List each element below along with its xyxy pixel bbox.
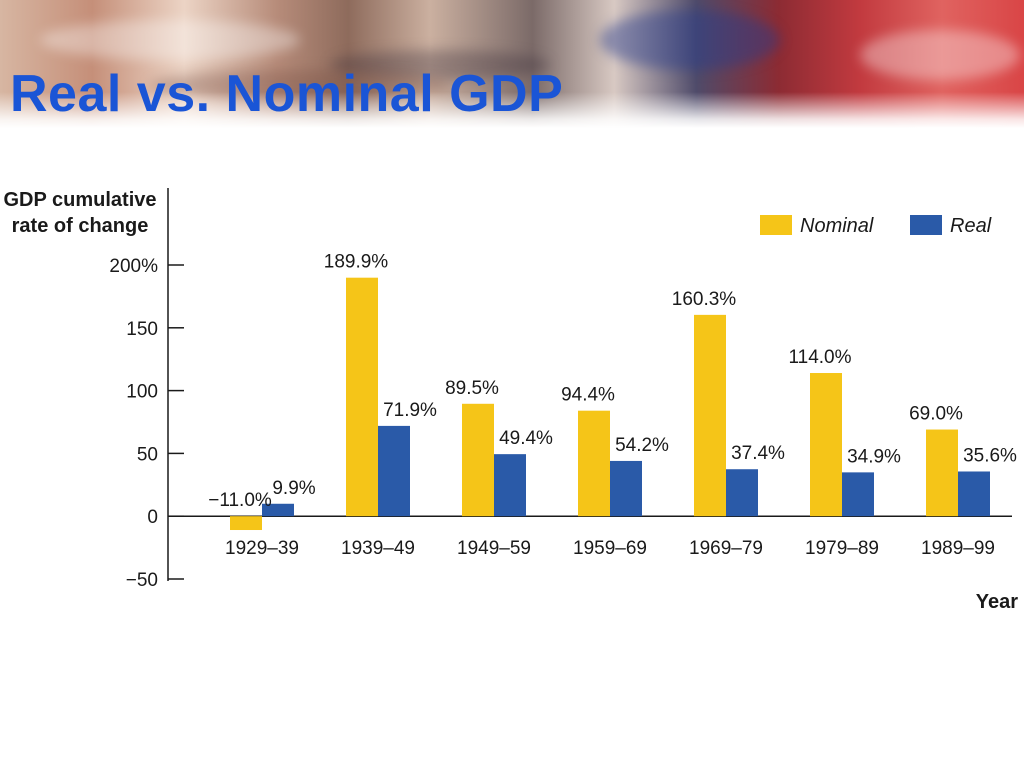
legend-label-nominal: Nominal <box>800 215 874 237</box>
nominal-bar-1939–49 <box>346 277 378 517</box>
y-tick-label: −50 <box>126 570 158 591</box>
nominal-label-1939–49: 189.9% <box>324 252 389 273</box>
y-axis-title: GDP cumulative rate of change <box>3 189 156 237</box>
nominal-label-1949–59: 89.5% <box>445 378 499 399</box>
category-label: 1959–69 <box>573 538 647 559</box>
category-label: 1939–49 <box>341 538 415 559</box>
category-label: 1949–59 <box>457 538 531 559</box>
y-tick-label: 150 <box>126 319 158 340</box>
legend-swatch-real <box>910 215 942 235</box>
real-bar-1929–39 <box>262 503 294 517</box>
nominal-bar-1969–79 <box>694 314 726 517</box>
slide-title: Real vs. Nominal GDP <box>10 65 564 123</box>
y-tick-label: 50 <box>137 444 158 465</box>
real-label-1939–49: 71.9% <box>383 400 437 421</box>
nominal-label-1989–99: 69.0% <box>909 404 963 425</box>
category-label: 1979–89 <box>805 538 879 559</box>
real-bar-1979–89 <box>842 472 874 517</box>
nominal-label-1969–79: 160.3% <box>672 289 737 310</box>
real-bar-1969–79 <box>726 469 758 517</box>
nominal-bar-1959–69 <box>578 410 610 517</box>
title-banner-image <box>0 0 1024 128</box>
y-tick-label: 200% <box>109 256 158 277</box>
y-axis-title-line: GDP cumulative <box>3 189 156 211</box>
y-tick-label: 0 <box>147 507 158 528</box>
real-label-1929–39: 9.9% <box>272 478 315 499</box>
nominal-bar-1949–59 <box>462 403 494 517</box>
x-axis-categories: 1929–39 1939–49 1949–59 1959–69 1969–79 1979–… <box>225 538 995 559</box>
nominal-bar-1929–39 <box>230 516 262 531</box>
nominal-label-1929–39: −11.0% <box>208 490 272 511</box>
nominal-bar-1989–99 <box>926 429 958 517</box>
real-label-1949–59: 49.4% <box>499 428 553 449</box>
y-tick-label: 100 <box>126 382 158 403</box>
bars <box>230 277 990 531</box>
nominal-label-1959–69: 94.4% <box>561 385 615 406</box>
nominal-bar-1979–89 <box>810 373 842 517</box>
real-bar-1989–99 <box>958 471 990 517</box>
category-label: 1929–39 <box>225 538 299 559</box>
category-label: 1969–79 <box>689 538 763 559</box>
real-label-1969–79: 37.4% <box>731 443 785 464</box>
y-axis-title-line: rate of change <box>12 215 149 237</box>
category-label: 1989–99 <box>921 538 995 559</box>
real-label-1989–99: 35.6% <box>963 445 1017 466</box>
x-axis-title: Year <box>976 591 1018 613</box>
real-label-1959–69: 54.2% <box>615 435 669 456</box>
real-bar-1959–69 <box>610 460 642 517</box>
legend-swatch-nominal <box>760 215 792 235</box>
data-labels: −11.0%9.9% 189.9% 71.9% 89.5% 49.4% 94.4% 54.2… <box>208 252 1017 512</box>
real-label-1979–89: 34.9% <box>847 446 901 467</box>
legend: Nominal Real <box>760 215 992 237</box>
real-bar-1939–49 <box>378 425 410 517</box>
legend-label-real: Real <box>950 215 992 237</box>
bar-chart: GDP cumulative rate of change 200% 150 100 5… <box>3 188 1018 613</box>
nominal-label-1979–89: 114.0% <box>788 347 851 368</box>
real-bar-1949–59 <box>494 454 526 517</box>
